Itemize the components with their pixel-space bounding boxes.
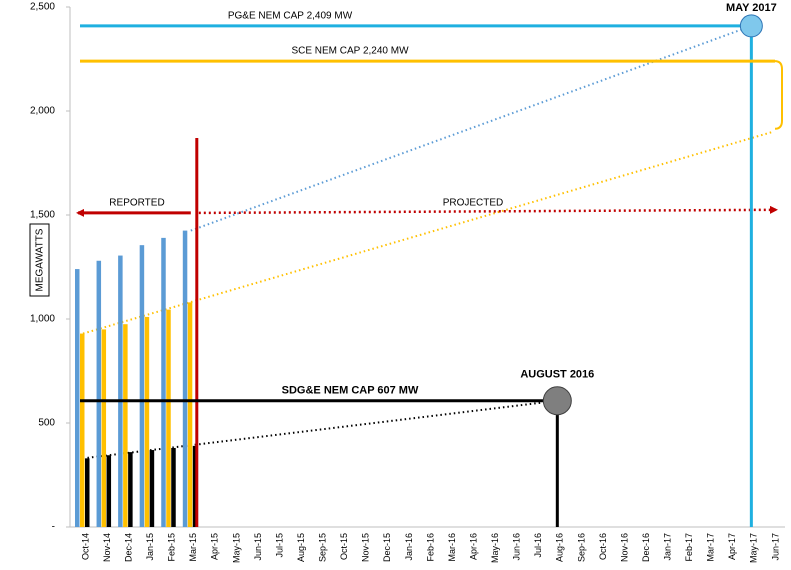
x-tick-label: Jan-15 — [145, 533, 155, 561]
bar — [192, 445, 198, 527]
x-tick-label: Jan-16 — [404, 533, 414, 561]
x-tick-label: Apr-16 — [468, 533, 478, 560]
x-tick-label: Dec-15 — [382, 533, 392, 562]
bar — [80, 333, 85, 527]
x-tick-label: Oct-14 — [80, 533, 90, 560]
bar — [161, 237, 166, 527]
bar — [187, 302, 193, 527]
bar — [149, 450, 155, 527]
bar — [171, 447, 176, 527]
reported-label: REPORTED — [109, 198, 164, 209]
bar — [182, 230, 188, 527]
trend-line — [82, 399, 558, 460]
y-tick-label: - — [52, 522, 55, 533]
y-tick-label: 1,500 — [30, 210, 55, 221]
x-tick-label: Oct-16 — [598, 533, 608, 560]
x-tick-label: Aug-16 — [555, 533, 565, 562]
cap-marker — [739, 14, 763, 38]
bar — [85, 458, 90, 527]
x-tick-label: Jul-15 — [274, 533, 284, 558]
bar — [75, 269, 80, 527]
cap-brace — [774, 60, 783, 130]
projected-arrow — [198, 205, 778, 215]
cap-marker-label: MAY 2017 — [726, 2, 777, 14]
x-tick-label: Jun-15 — [253, 533, 263, 561]
bar — [128, 452, 133, 527]
bar — [118, 255, 123, 527]
x-tick-label: Mar-16 — [447, 533, 457, 562]
y-tick-label: 2,500 — [30, 2, 55, 13]
y-tick-label: 2,000 — [30, 106, 55, 117]
x-tick-label: Mar-17 — [706, 533, 716, 562]
cap-label: SDG&E NEM CAP 607 MW — [282, 385, 419, 397]
trend-line — [190, 24, 752, 232]
x-tick-label: May-16 — [490, 533, 500, 563]
x-tick-label: Apr-15 — [210, 533, 220, 560]
x-tick-label: Nov-14 — [102, 533, 112, 562]
y-label-box — [29, 223, 50, 297]
bar — [101, 329, 107, 527]
trend-line — [82, 130, 774, 335]
y-tick-label: 1,000 — [30, 314, 55, 325]
x-tick-label: Oct-15 — [339, 533, 349, 560]
cap-label: PG&E NEM CAP 2,409 MW — [228, 11, 353, 22]
x-tick-label: Jan-17 — [662, 533, 672, 561]
projected-label: PROJECTED — [443, 198, 504, 209]
x-tick-label: Aug-15 — [296, 533, 306, 562]
x-tick-label: Feb-17 — [684, 533, 694, 562]
x-tick-label: Feb-16 — [425, 533, 435, 562]
x-tick-label: Jul-16 — [533, 533, 543, 558]
cap-marker-label: AUGUST 2016 — [520, 369, 594, 381]
bar — [166, 309, 171, 527]
y-axis-label: MEGAWATTS — [35, 228, 46, 291]
x-tick-label: Mar-15 — [188, 533, 198, 562]
x-tick-label: Dec-16 — [641, 533, 651, 562]
cap-marker — [542, 386, 572, 416]
bar — [123, 324, 128, 527]
x-tick-label: Feb-15 — [167, 533, 177, 562]
x-tick-label: May-15 — [231, 533, 241, 563]
cap-label: SCE NEM CAP 2,240 MW — [291, 46, 409, 57]
x-tick-label: Sep-15 — [318, 533, 328, 562]
x-tick-label: Jun-17 — [770, 533, 780, 561]
bar — [106, 455, 112, 527]
x-tick-label: Jun-16 — [512, 533, 522, 561]
x-tick-label: Nov-16 — [619, 533, 629, 562]
x-tick-label: Nov-15 — [361, 533, 371, 562]
x-tick-label: Dec-14 — [123, 533, 133, 562]
x-tick-label: Sep-16 — [576, 533, 586, 562]
x-tick-label: Apr-17 — [727, 533, 737, 560]
bar — [139, 245, 145, 527]
x-tick-label: May-17 — [749, 533, 759, 563]
y-tick-label: 500 — [38, 418, 55, 429]
bar — [96, 260, 102, 527]
bar — [144, 316, 150, 527]
